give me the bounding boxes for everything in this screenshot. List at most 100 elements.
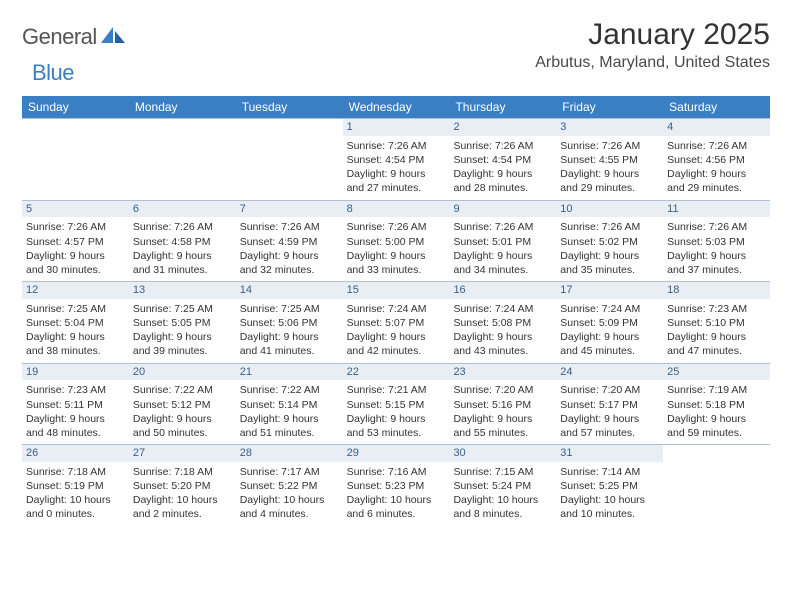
sunset-line: Sunset: 5:01 PM bbox=[453, 235, 552, 249]
daylight-line: Daylight: 9 hours and 28 minutes. bbox=[453, 167, 552, 195]
sunset-line: Sunset: 5:23 PM bbox=[347, 479, 446, 493]
day-number: 4 bbox=[663, 119, 770, 136]
day-cell: . bbox=[129, 119, 236, 200]
sunrise-line: Sunrise: 7:23 AM bbox=[667, 302, 766, 316]
day-cell: 11Sunrise: 7:26 AMSunset: 5:03 PMDayligh… bbox=[663, 201, 770, 282]
sunrise-line: Sunrise: 7:26 AM bbox=[347, 220, 446, 234]
sunrise-line: Sunrise: 7:25 AM bbox=[26, 302, 125, 316]
title-block: January 2025 Arbutus, Maryland, United S… bbox=[535, 18, 770, 72]
day-cell: 30 Sunrise: 7:15 AMSunset: 5:24 PMDayligh… bbox=[449, 445, 556, 526]
daylight-line: Daylight: 9 hours and 47 minutes. bbox=[667, 330, 766, 358]
sunset-line: Sunset: 5:08 PM bbox=[453, 316, 552, 330]
sunrise-line: Sunrise: 7:24 AM bbox=[560, 302, 659, 316]
day-cell: 31Sunrise: 7:14 AMSunset: 5:25 PMDayligh… bbox=[556, 445, 663, 526]
sunset-line: Sunset: 4:54 PM bbox=[453, 153, 552, 167]
day-number: 3 bbox=[556, 119, 663, 136]
day-cell: 13Sunrise: 7:25 AMSunset: 5:05 PMDayligh… bbox=[129, 282, 236, 363]
day-header: Friday bbox=[556, 96, 663, 118]
sunset-line: Sunset: 5:20 PM bbox=[133, 479, 232, 493]
daylight-line: Daylight: 9 hours and 50 minutes. bbox=[133, 412, 232, 440]
daylight-line: Daylight: 9 hours and 57 minutes. bbox=[560, 412, 659, 440]
sunset-line: Sunset: 4:56 PM bbox=[667, 153, 766, 167]
day-cell: 12Sunrise: 7:25 AMSunset: 5:04 PMDayligh… bbox=[22, 282, 129, 363]
day-number: 28 bbox=[236, 445, 343, 462]
logo: General bbox=[22, 18, 129, 50]
day-header-row: SundayMondayTuesdayWednesdayThursdayFrid… bbox=[22, 96, 770, 118]
sunrise-line: Sunrise: 7:22 AM bbox=[133, 383, 232, 397]
day-cell: 28Sunrise: 7:17 AMSunset: 5:22 PMDayligh… bbox=[236, 445, 343, 526]
day-header: Tuesday bbox=[236, 96, 343, 118]
day-number: 6 bbox=[129, 201, 236, 218]
daylight-line: Daylight: 10 hours and 6 minutes. bbox=[347, 493, 446, 521]
sunset-line: Sunset: 5:03 PM bbox=[667, 235, 766, 249]
sunrise-line: Sunrise: 7:23 AM bbox=[26, 383, 125, 397]
location: Arbutus, Maryland, United States bbox=[535, 54, 770, 72]
sunset-line: Sunset: 5:05 PM bbox=[133, 316, 232, 330]
daylight-line: Daylight: 9 hours and 29 minutes. bbox=[560, 167, 659, 195]
sunset-line: Sunset: 5:22 PM bbox=[240, 479, 339, 493]
day-number: 26 bbox=[22, 445, 129, 462]
day-number: 29 bbox=[343, 445, 450, 462]
sunset-line: Sunset: 5:00 PM bbox=[347, 235, 446, 249]
day-header: Monday bbox=[129, 96, 236, 118]
sunrise-line: Sunrise: 7:16 AM bbox=[347, 465, 446, 479]
day-cell: 4Sunrise: 7:26 AMSunset: 4:56 PMDaylight… bbox=[663, 119, 770, 200]
day-number: 9 bbox=[449, 201, 556, 218]
day-cell: 20Sunrise: 7:22 AMSunset: 5:12 PMDayligh… bbox=[129, 364, 236, 445]
daylight-line: Daylight: 9 hours and 37 minutes. bbox=[667, 249, 766, 277]
day-cell: 1Sunrise: 7:26 AMSunset: 4:54 PMDaylight… bbox=[343, 119, 450, 200]
daylight-line: Daylight: 9 hours and 33 minutes. bbox=[347, 249, 446, 277]
sunset-line: Sunset: 5:25 PM bbox=[560, 479, 659, 493]
sunrise-line: Sunrise: 7:20 AM bbox=[453, 383, 552, 397]
sunrise-line: Sunrise: 7:14 AM bbox=[560, 465, 659, 479]
day-cell: 25Sunrise: 7:19 AMSunset: 5:18 PMDayligh… bbox=[663, 364, 770, 445]
day-cell: 29 Sunrise: 7:16 AMSunset: 5:23 PMDayligh… bbox=[343, 445, 450, 526]
day-number: 18 bbox=[663, 282, 770, 299]
sunrise-line: Sunrise: 7:18 AM bbox=[133, 465, 232, 479]
day-number: 30 bbox=[449, 445, 556, 462]
sunrise-line: Sunrise: 7:18 AM bbox=[26, 465, 125, 479]
day-cell: 18Sunrise: 7:23 AMSunset: 5:10 PMDayligh… bbox=[663, 282, 770, 363]
day-cell: 27Sunrise: 7:18 AMSunset: 5:20 PMDayligh… bbox=[129, 445, 236, 526]
day-cell: 15Sunrise: 7:24 AMSunset: 5:07 PMDayligh… bbox=[343, 282, 450, 363]
daylight-line: Daylight: 9 hours and 32 minutes. bbox=[240, 249, 339, 277]
day-cell: 19Sunrise: 7:23 AMSunset: 5:11 PMDayligh… bbox=[22, 364, 129, 445]
sunset-line: Sunset: 5:24 PM bbox=[453, 479, 552, 493]
day-number: 31 bbox=[556, 445, 663, 462]
day-cell: 16Sunrise: 7:24 AMSunset: 5:08 PMDayligh… bbox=[449, 282, 556, 363]
daylight-line: Daylight: 9 hours and 59 minutes. bbox=[667, 412, 766, 440]
day-number: 24 bbox=[556, 364, 663, 381]
sunset-line: Sunset: 4:58 PM bbox=[133, 235, 232, 249]
day-cell: . bbox=[22, 119, 129, 200]
sunrise-line: Sunrise: 7:26 AM bbox=[560, 220, 659, 234]
sunset-line: Sunset: 5:19 PM bbox=[26, 479, 125, 493]
daylight-line: Daylight: 9 hours and 55 minutes. bbox=[453, 412, 552, 440]
day-cell: 6Sunrise: 7:26 AMSunset: 4:58 PMDaylight… bbox=[129, 201, 236, 282]
day-number: 20 bbox=[129, 364, 236, 381]
daylight-line: Daylight: 10 hours and 8 minutes. bbox=[453, 493, 552, 521]
day-cell: 2Sunrise: 7:26 AMSunset: 4:54 PMDaylight… bbox=[449, 119, 556, 200]
sunrise-line: Sunrise: 7:21 AM bbox=[347, 383, 446, 397]
day-number: 10 bbox=[556, 201, 663, 218]
sunrise-line: Sunrise: 7:24 AM bbox=[347, 302, 446, 316]
sunset-line: Sunset: 5:04 PM bbox=[26, 316, 125, 330]
sunrise-line: Sunrise: 7:24 AM bbox=[453, 302, 552, 316]
day-number: 13 bbox=[129, 282, 236, 299]
day-number: 14 bbox=[236, 282, 343, 299]
daylight-line: Daylight: 9 hours and 45 minutes. bbox=[560, 330, 659, 358]
weeks-container: ...1Sunrise: 7:26 AMSunset: 4:54 PMDayli… bbox=[22, 118, 770, 526]
daylight-line: Daylight: 9 hours and 48 minutes. bbox=[26, 412, 125, 440]
week-row: 19Sunrise: 7:23 AMSunset: 5:11 PMDayligh… bbox=[22, 363, 770, 445]
daylight-line: Daylight: 9 hours and 39 minutes. bbox=[133, 330, 232, 358]
day-cell: 9Sunrise: 7:26 AMSunset: 5:01 PMDaylight… bbox=[449, 201, 556, 282]
day-number: 5 bbox=[22, 201, 129, 218]
day-cell: 8Sunrise: 7:26 AMSunset: 5:00 PMDaylight… bbox=[343, 201, 450, 282]
sunrise-line: Sunrise: 7:15 AM bbox=[453, 465, 552, 479]
day-number: 19 bbox=[22, 364, 129, 381]
sunrise-line: Sunrise: 7:26 AM bbox=[240, 220, 339, 234]
day-cell: 21Sunrise: 7:22 AMSunset: 5:14 PMDayligh… bbox=[236, 364, 343, 445]
daylight-line: Daylight: 9 hours and 41 minutes. bbox=[240, 330, 339, 358]
sunrise-line: Sunrise: 7:26 AM bbox=[453, 220, 552, 234]
daylight-line: Daylight: 9 hours and 42 minutes. bbox=[347, 330, 446, 358]
sunset-line: Sunset: 4:55 PM bbox=[560, 153, 659, 167]
